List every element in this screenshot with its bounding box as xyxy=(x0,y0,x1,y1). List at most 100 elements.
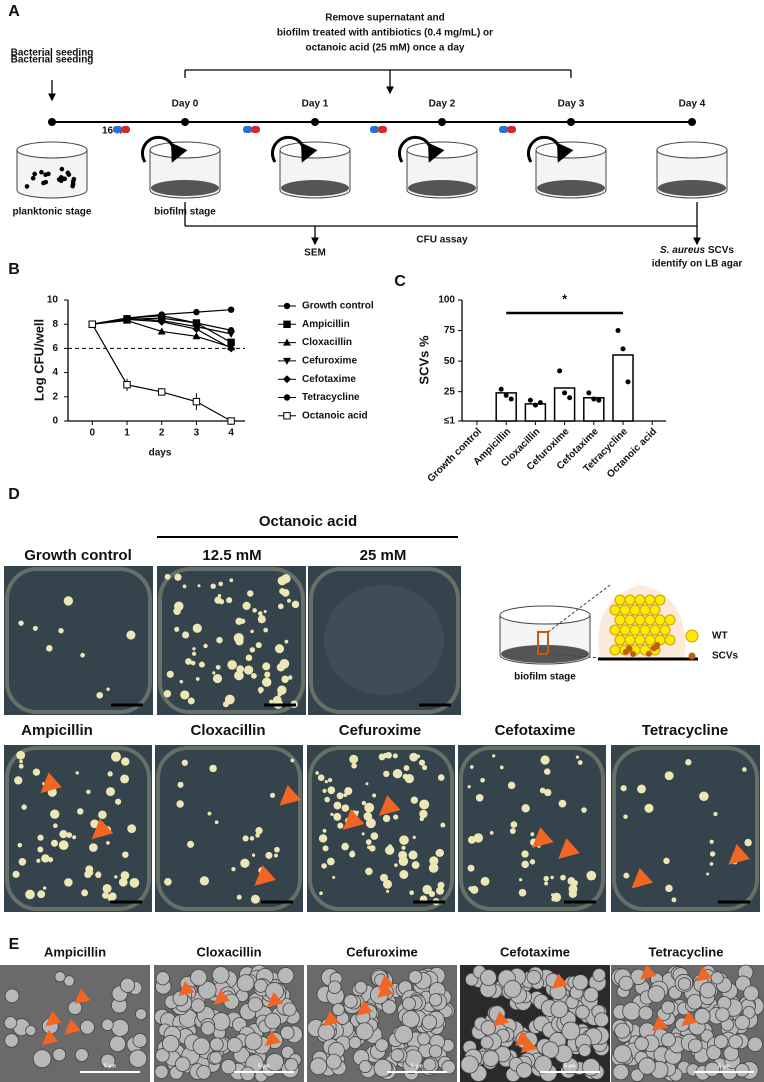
cell xyxy=(634,1036,649,1051)
cell xyxy=(190,968,208,987)
colony xyxy=(382,814,391,823)
cell xyxy=(743,985,760,1002)
biofilm xyxy=(408,180,476,196)
label: 2 xyxy=(52,391,58,402)
colony xyxy=(281,675,289,683)
colony xyxy=(709,851,716,857)
colony xyxy=(437,881,445,889)
label: 100 xyxy=(438,295,455,306)
colony xyxy=(349,754,359,764)
colony xyxy=(418,759,426,766)
cell xyxy=(661,1000,676,1015)
colony xyxy=(42,782,46,786)
pill xyxy=(251,126,260,133)
colony xyxy=(388,846,393,851)
cell xyxy=(355,1022,374,1041)
label: 16 h xyxy=(102,126,122,137)
colony xyxy=(499,765,504,770)
colony xyxy=(195,677,200,681)
colony xyxy=(663,857,670,865)
colony xyxy=(355,810,359,814)
zoom xyxy=(547,584,611,633)
colony xyxy=(637,784,646,794)
cell xyxy=(226,1037,243,1053)
colony xyxy=(41,854,50,863)
colony xyxy=(269,699,274,704)
cell xyxy=(417,1032,431,1046)
colony xyxy=(437,774,445,781)
colony xyxy=(90,819,99,829)
colony xyxy=(543,875,549,882)
cell xyxy=(488,1005,506,1023)
plate-rim xyxy=(156,746,302,911)
cell xyxy=(728,1034,743,1049)
colony xyxy=(467,864,475,872)
colony xyxy=(706,872,710,876)
plate xyxy=(155,745,303,912)
colony xyxy=(18,763,24,769)
cell xyxy=(638,1005,654,1021)
wt-cell xyxy=(614,634,626,646)
cell xyxy=(46,171,51,177)
cell xyxy=(541,1041,560,1059)
colony xyxy=(242,835,249,842)
marker xyxy=(227,417,235,425)
colony xyxy=(365,839,372,845)
colony xyxy=(422,884,432,895)
colony xyxy=(218,581,224,587)
colony xyxy=(521,860,529,869)
cell xyxy=(196,1065,211,1080)
cell xyxy=(441,1060,456,1075)
cell xyxy=(30,175,36,181)
colony xyxy=(530,832,535,837)
cell xyxy=(119,977,136,993)
colony xyxy=(521,804,530,813)
label: 5 μm xyxy=(411,1063,423,1069)
plate-rim xyxy=(308,746,454,911)
label: days xyxy=(149,448,172,459)
colony xyxy=(210,583,216,589)
cell xyxy=(101,1018,114,1031)
cell xyxy=(59,166,65,172)
colony xyxy=(435,848,444,858)
colony xyxy=(12,870,20,878)
cell xyxy=(613,1044,632,1064)
colony xyxy=(419,799,430,810)
label: Day 2 xyxy=(429,99,456,110)
colony xyxy=(365,818,376,829)
colony xyxy=(421,764,428,771)
colony xyxy=(337,822,344,829)
colony xyxy=(322,845,329,852)
cell xyxy=(327,980,342,994)
label: 4 xyxy=(228,428,234,439)
label: 75 xyxy=(444,325,456,336)
scv-arrow xyxy=(532,827,554,848)
colony xyxy=(251,673,257,679)
plate-rim xyxy=(459,746,605,911)
cell xyxy=(687,1038,703,1053)
colony xyxy=(255,827,263,835)
colony xyxy=(571,879,578,887)
colony xyxy=(365,782,369,786)
colony xyxy=(287,598,291,603)
colony xyxy=(163,690,172,698)
arrow xyxy=(213,989,231,1005)
arrow xyxy=(41,1029,59,1046)
cell xyxy=(128,1049,148,1068)
point xyxy=(591,396,597,402)
colony xyxy=(327,778,333,783)
plate xyxy=(4,566,153,715)
colony xyxy=(350,850,355,855)
arrow xyxy=(377,982,394,998)
label: 1 xyxy=(124,428,130,439)
cell xyxy=(713,1034,729,1049)
colony xyxy=(344,787,353,796)
colony xyxy=(50,809,60,819)
arrow xyxy=(397,135,445,163)
colony xyxy=(315,771,319,775)
cell xyxy=(132,1033,148,1048)
colony xyxy=(394,863,398,867)
colony xyxy=(361,832,365,836)
cell xyxy=(503,979,522,998)
cell xyxy=(710,971,724,985)
